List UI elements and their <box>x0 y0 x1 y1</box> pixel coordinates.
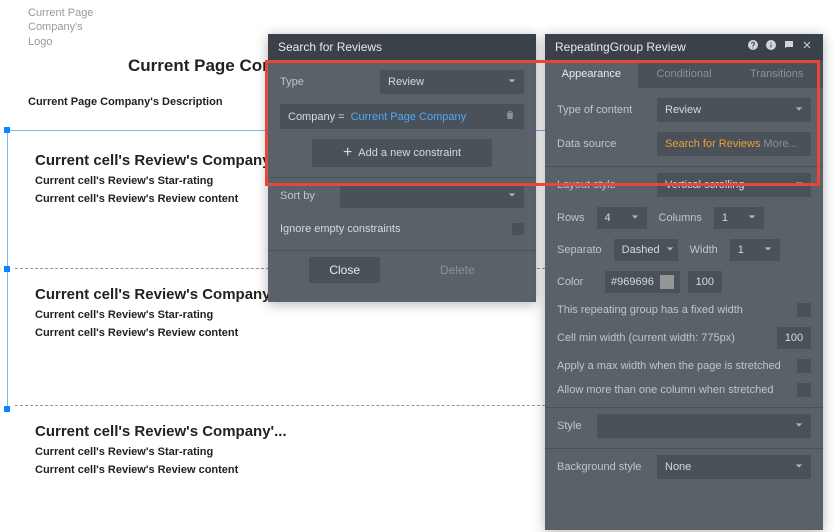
cell-content: Current cell's Review's Review content <box>35 327 565 339</box>
chevron-down-icon <box>508 184 516 208</box>
sort-by-label: Sort by <box>280 190 340 202</box>
cell-star: Current cell's Review's Star-rating <box>35 309 565 321</box>
plus-icon: + <box>343 145 352 161</box>
constraint-value: Current Page Company <box>351 111 467 123</box>
style-label: Style <box>557 420 597 432</box>
close-icon[interactable] <box>801 34 813 60</box>
ignore-empty-label: Ignore empty constraints <box>280 223 400 235</box>
search-panel-title: Search for Reviews <box>278 34 382 60</box>
page-title: Current Page Com <box>128 56 277 76</box>
fixed-width-label: This repeating group has a fixed width <box>557 304 743 316</box>
separator-select[interactable]: Dashed <box>614 239 678 261</box>
width-label: Width <box>690 244 718 256</box>
chevron-down-icon <box>795 414 803 438</box>
chevron-down-icon <box>631 207 639 229</box>
cell-separator <box>15 405 565 406</box>
max-width-checkbox[interactable] <box>797 359 811 373</box>
cell-star: Current cell's Review's Star-rating <box>35 446 565 458</box>
width-select[interactable]: 1 <box>730 239 780 261</box>
property-tabs: Appearance Conditional Transitions <box>545 60 823 88</box>
data-source-label: Data source <box>557 138 657 150</box>
delete-button[interactable]: Delete <box>420 257 495 283</box>
close-button[interactable]: Close <box>309 257 380 283</box>
cell-min-width-input[interactable]: 100 <box>777 327 811 349</box>
tab-appearance[interactable]: Appearance <box>545 60 638 88</box>
help-icon[interactable] <box>747 34 759 60</box>
max-width-label: Apply a max width when the page is stret… <box>557 360 781 372</box>
chevron-down-icon <box>666 239 674 261</box>
search-panel-header[interactable]: Search for Reviews <box>268 34 536 60</box>
logo-placeholder: Current Page Company's Logo <box>28 6 93 49</box>
color-swatch <box>660 275 674 289</box>
ignore-empty-checkbox[interactable] <box>512 223 524 235</box>
chevron-down-icon <box>508 70 516 94</box>
selection-handle[interactable] <box>4 127 10 133</box>
separator-label: Separato <box>557 244 602 256</box>
color-label: Color <box>557 276 597 288</box>
selection-handle[interactable] <box>4 406 10 412</box>
type-of-content-label: Type of content <box>557 104 657 116</box>
cell-company: Current cell's Review's Company'... <box>35 423 565 440</box>
opacity-input[interactable]: 100 <box>688 271 722 293</box>
type-of-content-select[interactable]: Review <box>657 98 811 122</box>
style-select[interactable] <box>597 414 811 438</box>
chevron-down-icon <box>764 239 772 261</box>
layout-style-label: Layout style <box>557 179 657 191</box>
sort-by-select[interactable] <box>340 184 524 208</box>
type-label: Type <box>280 76 380 88</box>
chevron-down-icon <box>795 455 803 479</box>
cell-content: Current cell's Review's Review content <box>35 464 565 476</box>
repeating-group-title: RepeatingGroup Review <box>555 34 686 60</box>
trash-icon[interactable] <box>504 109 516 124</box>
comment-icon[interactable] <box>783 34 795 60</box>
data-source-input[interactable]: Search for Reviews More... <box>657 132 811 156</box>
multi-col-checkbox[interactable] <box>797 383 811 397</box>
rows-select[interactable]: 4 <box>597 207 647 229</box>
repeating-cell[interactable]: Current cell's Review's Company'... Curr… <box>15 423 565 482</box>
chevron-down-icon <box>795 173 803 197</box>
cell-min-width-label: Cell min width (current width: 775px) <box>557 332 735 344</box>
background-style-select[interactable]: None <box>657 455 811 479</box>
background-style-label: Background style <box>557 461 657 473</box>
constraint-row[interactable]: Company = Current Page Company <box>280 104 524 129</box>
color-input[interactable]: #969696 <box>605 271 680 293</box>
add-constraint-button[interactable]: + Add a new constraint <box>312 139 492 167</box>
repeating-group-header[interactable]: RepeatingGroup Review <box>545 34 823 60</box>
multi-col-label: Allow more than one column when stretche… <box>557 384 773 396</box>
columns-select[interactable]: 1 <box>714 207 764 229</box>
tab-transitions[interactable]: Transitions <box>730 60 823 88</box>
repeating-group-panel: RepeatingGroup Review Appearance Conditi… <box>545 34 823 530</box>
page-description: Current Page Company's Description <box>28 96 223 108</box>
info-icon[interactable] <box>765 34 777 60</box>
constraint-field: Company = <box>288 111 345 123</box>
layout-style-select[interactable]: Vertical scrolling <box>657 173 811 197</box>
search-panel: Search for Reviews Type Review Company =… <box>268 34 536 302</box>
rows-label: Rows <box>557 212 585 224</box>
type-select[interactable]: Review <box>380 70 524 94</box>
chevron-down-icon <box>795 98 803 122</box>
selection-handle[interactable] <box>4 266 10 272</box>
columns-label: Columns <box>659 212 702 224</box>
tab-conditional[interactable]: Conditional <box>638 60 731 88</box>
chevron-down-icon <box>748 207 756 229</box>
fixed-width-checkbox[interactable] <box>797 303 811 317</box>
